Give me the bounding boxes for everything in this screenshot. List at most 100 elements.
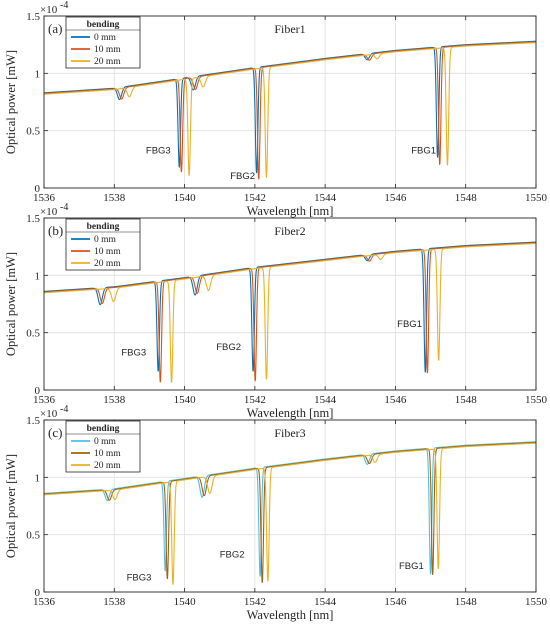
y-tick-label: 1 [35, 270, 41, 282]
y-tick-label: 1.5 [26, 415, 40, 427]
x-tick-label: 1542 [244, 596, 266, 608]
legend: bending 0 mm 10 mm 20 mm [65, 16, 141, 69]
chart-title: Fiber2 [274, 224, 305, 238]
y-tick-label: 0 [35, 385, 41, 397]
y-tick-label: 0.5 [26, 530, 40, 542]
x-tick-label: 1540 [174, 192, 197, 204]
x-tick-label: 1550 [525, 192, 548, 204]
x-tick-label: 1542 [244, 192, 266, 204]
series-line-10-mm [44, 242, 536, 383]
x-tick-label: 1538 [103, 394, 126, 406]
legend-entry: 20 mm [94, 57, 121, 67]
fbg-annotation: FBG2 [230, 171, 255, 182]
chart-title: Fiber1 [274, 22, 305, 36]
x-tick-label: 1540 [174, 596, 197, 608]
x-tick-label: 1542 [244, 394, 266, 406]
x-tick-label: 1546 [384, 394, 407, 406]
traces [44, 441, 536, 585]
legend-entry: 0 mm [94, 437, 117, 447]
axes-box [43, 419, 537, 593]
legend-entry: 0 mm [94, 235, 117, 245]
x-tick-label: 1540 [174, 394, 197, 406]
series-line-0-mm [44, 241, 536, 373]
y-tick-label: 0 [35, 183, 41, 195]
x-tick-label: 1550 [525, 596, 548, 608]
axes-box [43, 217, 537, 391]
series-line-20-mm [44, 242, 536, 383]
fbg-annotation: FBG1 [397, 319, 422, 330]
x-tick-label: 1538 [103, 596, 126, 608]
legend: bending 0 mm 10 mm 20 mm [65, 218, 141, 271]
x-tick-label: 1544 [314, 394, 337, 406]
legend-box [65, 218, 141, 271]
y-tick-label: 0.5 [26, 126, 40, 138]
y-tick-label: 1.5 [26, 11, 40, 23]
x-tick-label: 1548 [455, 596, 478, 608]
x-axis-label: Wavelength [nm] [247, 204, 334, 218]
series-line-20-mm [44, 42, 536, 178]
chart-panel-1: 1536 1538 1540 1542 1544 1546 1548 1550 0 0.5 1 1.5… [4, 0, 548, 218]
x-tick-label: 1538 [103, 192, 126, 204]
x-tick-label: 1548 [455, 192, 478, 204]
y-scale-exponent: -4 [60, 404, 68, 415]
chart-title: Fiber3 [274, 426, 305, 440]
fbg-annotation: FBG2 [220, 550, 245, 561]
x-tick-label: 1546 [384, 596, 407, 608]
legend-title: bending [87, 20, 120, 30]
y-scale-label: ×10 [40, 4, 58, 16]
x-tick-label: 1536 [33, 394, 56, 406]
x-tick-label: 1550 [525, 394, 548, 406]
traces [44, 241, 536, 383]
y-tick-label: 0.5 [26, 328, 40, 340]
y-tick-label: 1.5 [26, 213, 40, 225]
fbg-annotation: FBG1 [411, 146, 436, 157]
x-tick-label: 1536 [33, 192, 56, 204]
series-line-10-mm [44, 41, 536, 180]
legend-entry: 10 mm [94, 45, 121, 55]
y-axis-label: Optical power [mW] [4, 454, 18, 558]
series-line-0-mm [44, 441, 536, 577]
legend-title: bending [87, 424, 120, 434]
legend-title: bending [87, 222, 120, 232]
y-axis-label: Optical power [mW] [4, 50, 18, 154]
panel-label: (a) [48, 21, 62, 36]
y-axis-label: Optical power [mW] [4, 252, 18, 356]
legend-box [65, 16, 141, 69]
series-line-10-mm [44, 441, 536, 584]
chart-panel-3: 1536 1538 1540 1542 1544 1546 1548 1550 0 0.5 1 1.5… [4, 404, 548, 622]
fbg-annotation: FBG3 [146, 146, 171, 157]
legend-entry: 0 mm [94, 33, 117, 43]
panel-label: (b) [48, 223, 63, 238]
y-scale-exponent: -4 [60, 0, 68, 11]
x-axis-label: Wavelength [nm] [247, 406, 334, 420]
y-scale-label: ×10 [40, 206, 58, 218]
x-tick-label: 1544 [314, 596, 337, 608]
series-line-20-mm [44, 442, 536, 585]
fbg-annotation: FBG3 [121, 348, 146, 359]
axes-box [43, 15, 537, 189]
series-line-0-mm [44, 40, 536, 174]
traces [44, 40, 536, 180]
chart-panel-2: 1536 1538 1540 1542 1544 1546 1548 1550 0 0.5 1 1.5… [4, 202, 548, 420]
x-axis-label: Wavelength [nm] [247, 608, 334, 622]
fbg-annotation: FBG3 [127, 573, 152, 584]
legend-entry: 10 mm [94, 449, 121, 459]
y-tick-label: 1 [35, 68, 41, 80]
legend-entry: 10 mm [94, 247, 121, 257]
x-tick-label: 1546 [384, 192, 407, 204]
legend-entry: 20 mm [94, 461, 121, 471]
x-tick-label: 1544 [314, 192, 337, 204]
fbg-annotation: FBG2 [216, 342, 241, 353]
y-tick-label: 1 [35, 472, 41, 484]
legend-entry: 20 mm [94, 259, 121, 269]
y-tick-label: 0 [35, 587, 41, 599]
x-tick-label: 1548 [455, 394, 478, 406]
y-scale-exponent: -4 [60, 202, 68, 213]
fbg-annotation: FBG1 [399, 561, 424, 572]
panel-label: (c) [48, 425, 62, 440]
x-tick-label: 1536 [33, 596, 56, 608]
legend: bending 0 mm 10 mm 20 mm [65, 420, 141, 473]
legend-box [65, 420, 141, 473]
y-scale-label: ×10 [40, 408, 58, 420]
